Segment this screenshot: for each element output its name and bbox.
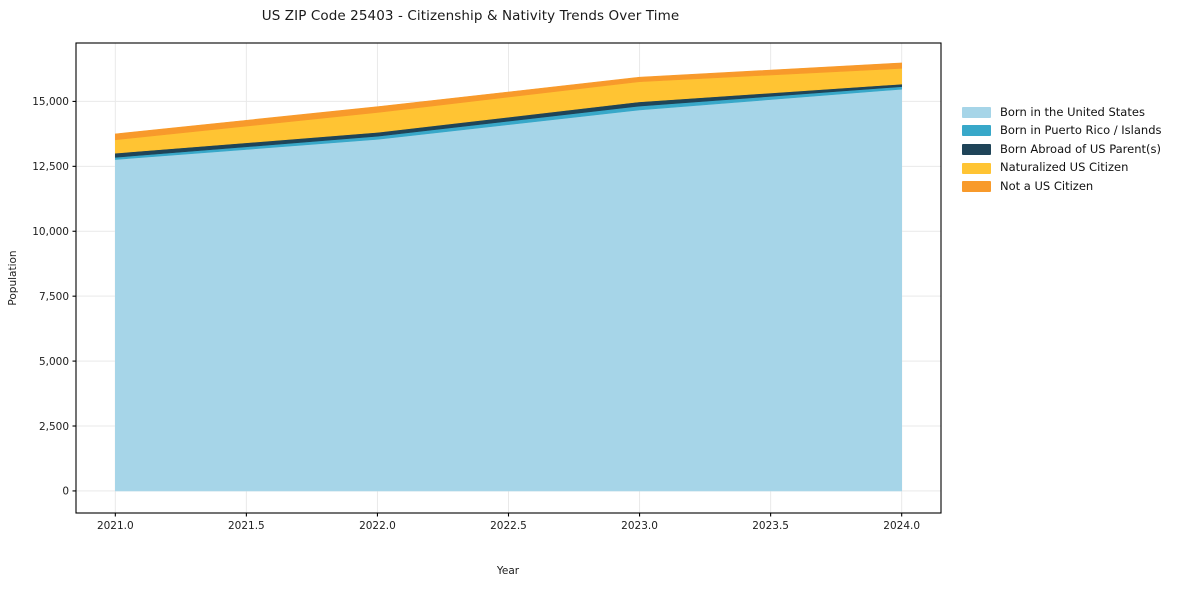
x-tick-label-0: 2021.0 <box>97 520 134 532</box>
x-tick-label-6: 2024.0 <box>883 520 920 532</box>
y-tick-label-1: 2,500 <box>39 421 69 433</box>
legend-swatch-icon <box>962 125 991 137</box>
legend-item-label: Naturalized US Citizen <box>1000 160 1129 175</box>
legend-item-label: Born Abroad of US Parent(s) <box>1000 141 1161 156</box>
x-axis-label: Year <box>496 565 520 577</box>
legend-swatch-icon <box>962 106 991 118</box>
legend-item-4[interactable]: Not a US Citizen <box>962 177 1187 196</box>
legend-swatch-icon <box>962 181 991 193</box>
legend-item-label: Not a US Citizen <box>1000 178 1094 193</box>
legend-item-3[interactable]: Naturalized US Citizen <box>962 159 1187 178</box>
legend-item-1[interactable]: Born in Puerto Rico / Islands <box>962 122 1187 141</box>
axis-ticks <box>72 100 903 517</box>
legend-item-0[interactable]: Born in the United States <box>962 103 1187 122</box>
x-tick-label-4: 2023.0 <box>621 520 658 532</box>
legend-item-label: Born in the United States <box>1000 104 1145 119</box>
legend-swatch-icon <box>962 162 991 174</box>
y-tick-label-2: 5,000 <box>39 356 69 368</box>
y-axis-label: Population <box>7 250 19 305</box>
chart-title: US ZIP Code 25403 - Citizenship & Nativi… <box>261 8 680 24</box>
x-axis-tick-labels: 2021.0 2021.5 2022.0 2022.5 2023.0 2023.5 2024… <box>97 520 920 532</box>
stacked-areas <box>115 62 902 492</box>
legend-item-label: Born in Puerto Rico / Islands <box>1000 123 1162 138</box>
y-axis-tick-labels: 0 2,500 5,000 7,500 10,000 12,500 15,000 <box>32 96 69 498</box>
y-tick-label-4: 10,000 <box>32 226 69 238</box>
area-series-4 <box>115 62 902 141</box>
chart-legend: Born in the United States Born in Puerto … <box>962 103 1187 196</box>
legend-swatch-icon <box>962 143 991 155</box>
x-tick-label-2: 2022.0 <box>359 520 396 532</box>
y-tick-label-3: 7,500 <box>39 291 69 303</box>
legend-item-2[interactable]: Born Abroad of US Parent(s) <box>962 140 1187 159</box>
y-tick-label-0: 0 <box>62 486 69 498</box>
x-tick-label-5: 2023.5 <box>752 520 789 532</box>
x-tick-label-1: 2021.5 <box>228 520 265 532</box>
y-tick-label-5: 12,500 <box>32 161 69 173</box>
x-tick-label-3: 2022.5 <box>490 520 527 532</box>
y-tick-label-6: 15,000 <box>32 96 69 108</box>
